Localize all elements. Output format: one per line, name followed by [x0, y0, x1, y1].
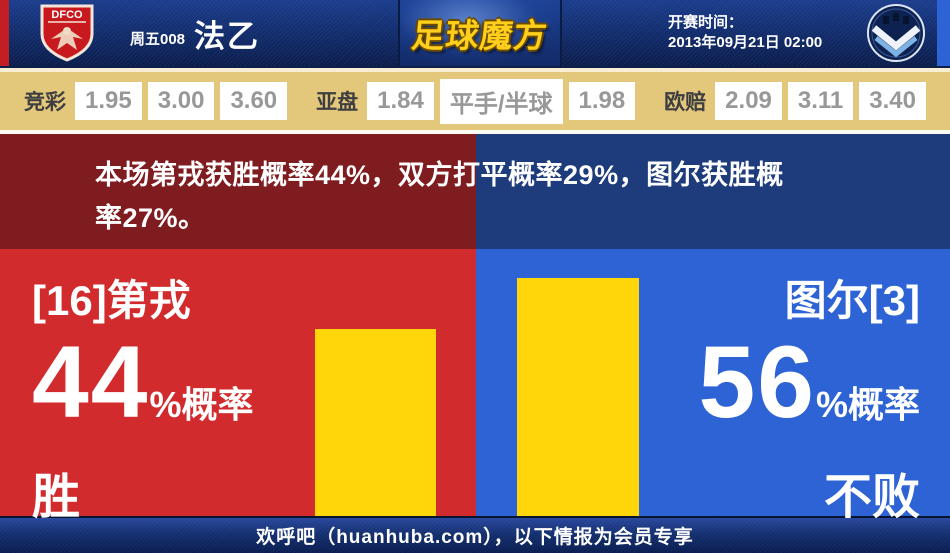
home-stat-block: [16]第戎 44%概率 胜 — [32, 276, 253, 527]
header-banner: DFCO 周五008 法乙 足球魔方 开赛时间： 2013年09月21日 02:… — [0, 0, 950, 66]
odds-group-oupei: 欧赔 2.09 3.11 3.40 — [664, 82, 926, 120]
kickoff-label: 开赛时间： — [668, 14, 744, 31]
oupei-label: 欧赔 — [664, 91, 707, 114]
jingcai-draw-odds: 3.00 — [147, 82, 215, 120]
away-prob-value: 56 — [698, 325, 816, 439]
away-prob-bar — [517, 278, 639, 516]
home-prob-unit: %概率 — [149, 384, 254, 425]
jingcai-home-odds: 1.95 — [75, 82, 142, 120]
away-outcome: 不败 — [823, 471, 920, 524]
home-outcome: 胜 — [32, 471, 81, 524]
yapan-handicap: 平手/半球 — [439, 78, 563, 124]
home-prob-value: 44 — [32, 325, 150, 439]
oupei-away-odds: 3.40 — [859, 82, 926, 120]
league-name: 法乙 — [194, 18, 261, 54]
footer-text: 欢呼吧（huanhuba.com），以下情报为会员专享 — [256, 527, 694, 548]
odds-divider — [0, 130, 950, 134]
odds-row: 竞彩 1.95 3.00 3.60 亚盘 1.84 平手/半球 1.98 欧赔 … — [0, 72, 950, 130]
yapan-label: 亚盘 — [316, 91, 359, 114]
away-prob-unit: %概率 — [815, 384, 920, 425]
footer-banner: 欢呼吧（huanhuba.com），以下情报为会员专享 — [0, 516, 950, 553]
home-prob-bar — [315, 329, 436, 516]
kickoff-time: 2013年09月21日 02:00 — [668, 34, 823, 51]
odds-group-yapan: 亚盘 1.84 平手/半球 1.98 — [316, 78, 636, 124]
match-code: 周五008 — [130, 30, 186, 48]
odds-group-jingcai: 竞彩 1.95 3.00 3.60 — [24, 82, 288, 120]
yapan-home-odds: 1.84 — [367, 82, 434, 120]
home-team-name: [16]第戎 — [32, 277, 191, 324]
away-team-logo — [867, 4, 925, 62]
brand-panel: 足球魔方 — [398, 0, 562, 66]
kickoff-time-block: 开赛时间： 2013年09月21日 02:00 — [668, 13, 822, 53]
yapan-away-odds: 1.98 — [568, 82, 636, 120]
away-probability: 56%概率 — [699, 331, 920, 463]
jingcai-away-odds: 3.60 — [220, 82, 288, 120]
probability-panel: 本场第戎获胜概率44%，双方打平概率29%，图尔获胜概率27%。 [16]第戎 … — [0, 134, 950, 524]
home-probability: 44%概率 — [32, 331, 254, 463]
jingcai-label: 竞彩 — [24, 91, 66, 114]
left-accent-strip — [0, 0, 9, 66]
right-accent-strip — [937, 0, 950, 66]
home-team-logo: DFCO — [40, 4, 94, 62]
away-team-name: 图尔[3] — [784, 277, 920, 324]
prediction-summary: 本场第戎获胜概率44%，双方打平概率29%，图尔获胜概率27%。 — [95, 160, 784, 233]
match-label: 周五008 法乙 — [130, 0, 260, 66]
away-stat-block: 图尔[3] 56%概率 不败 — [699, 276, 920, 527]
home-logo-initials: DFCO — [51, 9, 83, 21]
site-logo: 足球魔方 — [409, 17, 550, 54]
header-divider — [0, 66, 950, 72]
oupei-home-odds: 2.09 — [715, 82, 782, 120]
oupei-draw-odds: 3.11 — [787, 82, 854, 120]
